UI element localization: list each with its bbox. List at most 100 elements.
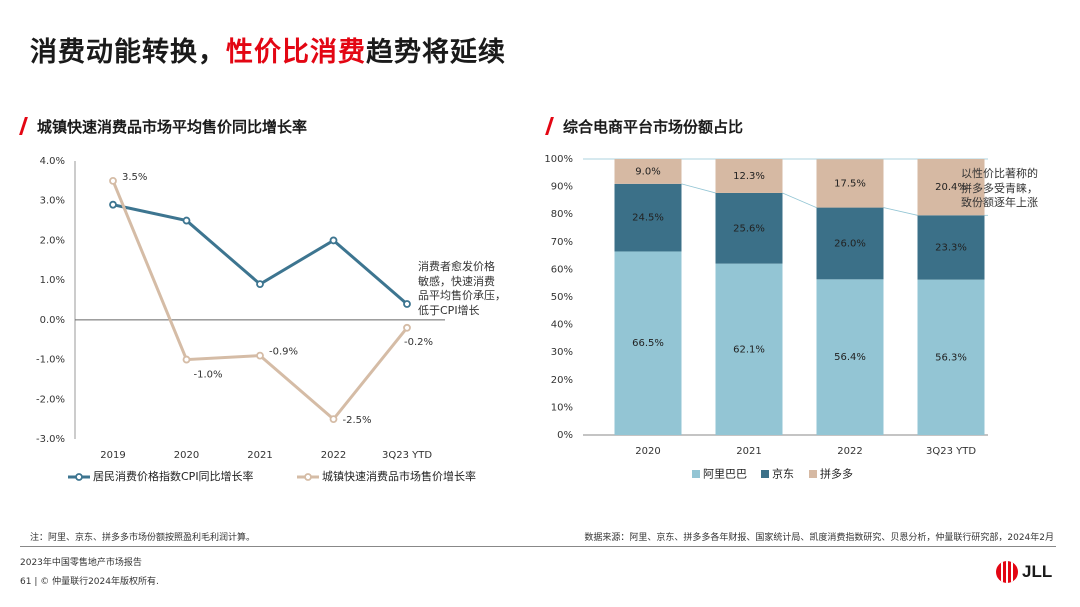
data-label: 23.3%: [935, 242, 967, 253]
annotation-line: 低于CPI增长: [418, 303, 480, 317]
y-tick-label: 60%: [551, 264, 573, 275]
annotation-line: 品平均售价承压，: [418, 289, 506, 302]
trend-connector: [782, 192, 817, 208]
legend-swatch: [809, 470, 817, 478]
x-tick-label: 2019: [100, 450, 125, 461]
y-tick-label: 90%: [551, 182, 573, 193]
legend-label: 京东: [772, 467, 794, 481]
bar-chart-annotation: 以性价比著称的 拼多多受青睐， 致份额逐年上涨: [961, 167, 1038, 211]
x-tick-label: 2020: [635, 446, 660, 457]
data-label: 12.3%: [733, 171, 765, 182]
y-tick-label: -3.0%: [36, 434, 65, 445]
bar-segment: [816, 279, 884, 435]
y-tick-label: 0.0%: [40, 315, 65, 326]
data-label: -0.9%: [269, 347, 298, 358]
y-tick-label: 50%: [551, 292, 573, 303]
jll-logo: JLL: [996, 560, 1056, 586]
bar-segment: [816, 207, 884, 280]
y-tick-label: 1.0%: [40, 275, 65, 286]
data-point: [109, 200, 117, 209]
y-tick-label: 0%: [557, 430, 573, 441]
data-point: [403, 323, 411, 332]
jll-logo-icon: [996, 561, 1018, 583]
legend-label: 拼多多: [820, 467, 853, 481]
legend-label: 居民消费价格指数CPI同比增长率: [93, 469, 254, 483]
bar-segment: [917, 279, 985, 435]
y-tick-label: 70%: [551, 237, 573, 248]
page-title: 消费动能转换，性价比消费趋势将延续: [30, 37, 506, 68]
y-tick-label: 2.0%: [40, 235, 65, 246]
trend-connector: [681, 183, 716, 194]
data-label: 20.4%: [935, 182, 967, 193]
right-chart-heading: 综合电商平台市场份额占比: [545, 116, 743, 137]
data-point: [109, 176, 117, 185]
data-source: 数据来源：阿里、京东、拼多多各年财报、国家统计局、凯度消费指数研究、贝恩分析，仲…: [584, 533, 1054, 543]
legend-swatch: [761, 470, 769, 478]
x-tick-label: 3Q23 YTD: [926, 446, 976, 457]
x-tick-label: 2022: [837, 446, 862, 457]
y-tick-label: -1.0%: [36, 355, 65, 366]
x-tick-label: 2021: [247, 450, 272, 461]
data-point: [256, 351, 264, 360]
data-label: 66.5%: [632, 338, 664, 349]
footer-divider: [20, 546, 1056, 547]
data-label: 17.5%: [834, 178, 866, 189]
y-tick-label: 10%: [551, 402, 573, 413]
copyright: 61 | © 仲量联行2024年版权所有.: [20, 577, 159, 587]
annotation-line: 拼多多受青睐，: [961, 181, 1038, 195]
y-tick-label: 80%: [551, 209, 573, 220]
bar-segment: [715, 192, 783, 264]
trend-connector: [883, 207, 918, 216]
bar-segment: [614, 183, 682, 252]
data-label: 56.3%: [935, 352, 967, 363]
annotation-line: 以性价比著称的: [961, 167, 1038, 180]
data-label: 25.6%: [733, 223, 765, 234]
data-label: 56.4%: [834, 352, 866, 363]
y-tick-label: 20%: [551, 375, 573, 386]
bar-segment: [715, 263, 783, 435]
data-label: -1.0%: [194, 370, 223, 381]
x-tick-label: 2021: [736, 446, 761, 457]
bar-segment: [917, 215, 985, 280]
data-label: 3.5%: [122, 172, 147, 183]
bar-segment: [614, 251, 682, 435]
x-tick-label: 2022: [321, 450, 346, 461]
data-point: [182, 216, 191, 225]
bar-segment: [715, 159, 783, 193]
annotation-line: 致份额逐年上涨: [961, 196, 1038, 209]
data-label: 62.1%: [733, 344, 765, 355]
y-tick-label: 40%: [551, 320, 573, 331]
data-point: [256, 280, 264, 289]
data-label: 9.0%: [635, 166, 660, 177]
bar-segment: [614, 159, 682, 184]
data-label: 24.5%: [632, 213, 664, 224]
footnote: 注：阿里、京东、拼多多市场份额按照盈利毛利润计算。: [30, 533, 256, 543]
report-name: 2023年中国零售地产市场报告: [20, 558, 142, 568]
y-tick-label: 100%: [544, 154, 573, 165]
legend-marker: [75, 473, 83, 481]
data-label: 26.0%: [834, 238, 866, 249]
series-line: [111, 180, 409, 422]
bar-segment: [917, 159, 985, 216]
bar-segment: [816, 159, 884, 208]
data-point: [329, 236, 338, 245]
data-point: [329, 415, 338, 424]
line-chart-annotation: 消费者愈发价格 敏感，快速消费 品平均售价承压， 低于CPI增长: [418, 260, 506, 318]
data-label: -0.2%: [404, 337, 433, 348]
y-tick-label: 3.0%: [40, 196, 65, 207]
annotation-line: 敏感，快速消费: [418, 274, 495, 288]
x-tick-label: 2020: [174, 450, 199, 461]
legend-label: 城镇快速消费品市场售价增长率: [322, 469, 476, 483]
data-label: -2.5%: [343, 415, 372, 426]
data-point: [182, 355, 191, 364]
left-chart-heading: 城镇快速消费品市场平均售价同比增长率: [19, 116, 307, 137]
annotation-line: 消费者愈发价格: [418, 260, 495, 273]
y-tick-label: 30%: [551, 347, 573, 358]
x-tick-label: 3Q23 YTD: [382, 450, 432, 461]
data-point: [403, 300, 411, 308]
legend-marker: [304, 473, 312, 481]
legend-label: 阿里巴巴: [703, 468, 747, 481]
y-tick-label: 4.0%: [40, 156, 65, 167]
legend-swatch: [692, 470, 700, 478]
